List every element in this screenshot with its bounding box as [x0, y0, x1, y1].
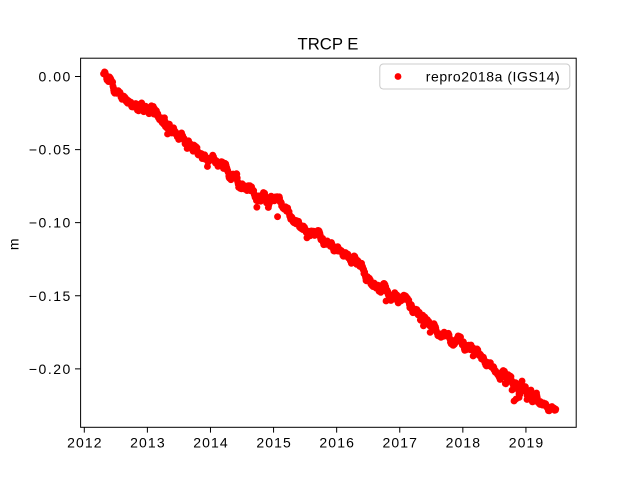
svg-text:2015: 2015	[256, 435, 292, 451]
svg-text:2016: 2016	[319, 435, 355, 451]
svg-text:0.00: 0.00	[39, 69, 72, 85]
svg-text:m: m	[6, 238, 22, 250]
svg-text:2012: 2012	[67, 435, 103, 451]
svg-text:repro2018a (IGS14): repro2018a (IGS14)	[426, 68, 560, 84]
svg-text:−0.20: −0.20	[29, 361, 72, 377]
svg-text:2013: 2013	[130, 435, 166, 451]
svg-text:−0.10: −0.10	[29, 215, 72, 231]
svg-text:−0.05: −0.05	[29, 142, 72, 158]
svg-text:2017: 2017	[383, 435, 419, 451]
svg-text:−0.15: −0.15	[29, 288, 72, 304]
svg-text:2018: 2018	[446, 435, 482, 451]
svg-text:2019: 2019	[509, 435, 545, 451]
svg-text:2014: 2014	[193, 435, 229, 451]
svg-text:TRCP E: TRCP E	[298, 35, 359, 54]
